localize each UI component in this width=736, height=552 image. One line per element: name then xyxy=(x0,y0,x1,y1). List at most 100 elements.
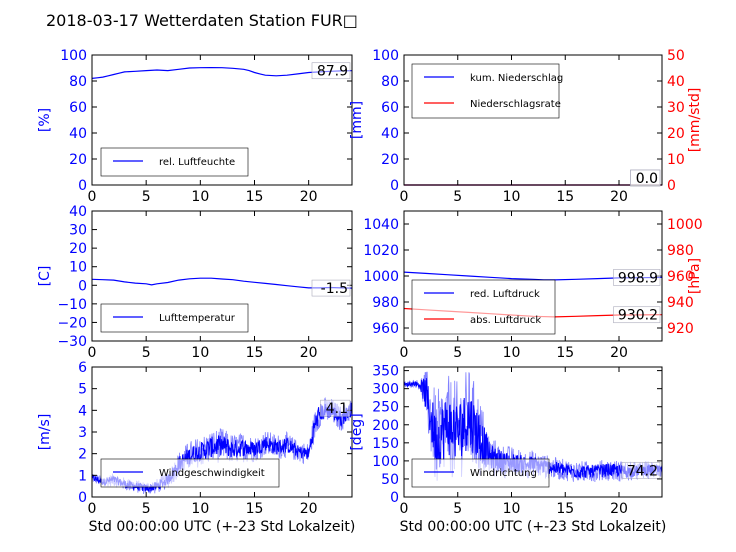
y2-tick-label: 920 xyxy=(667,321,694,337)
x-axis-label: Std 00:00:00 UTC (+-23 Std Lokalzeit) xyxy=(400,519,667,535)
y2-tick-label: 940 xyxy=(667,295,694,311)
x-tick-label: 5 xyxy=(142,501,151,517)
y-tick-label: 30 xyxy=(69,223,87,239)
series-1-line xyxy=(91,277,353,289)
y-tick-label: 0 xyxy=(78,178,87,194)
y2-tick-label: 960 xyxy=(667,269,694,285)
panel-2: 0 5 10 15 20 0 20 40 60 80 100 0 10 20 30 40 50 [mm] [mm/s… xyxy=(349,48,703,205)
x-tick-label: 0 xyxy=(400,501,409,517)
y-axis-label: [deg] xyxy=(349,413,365,450)
value-box-2 xyxy=(630,169,661,187)
plot-frame xyxy=(403,54,663,186)
x-tick-label: 10 xyxy=(503,189,521,205)
legend-box xyxy=(411,63,560,119)
y-tick-label: 40 xyxy=(69,126,87,142)
y-axis-label: [%] xyxy=(37,108,53,132)
y2-tick-label: 30 xyxy=(667,100,685,116)
y-tick-label: 20 xyxy=(381,152,399,168)
x-tick-label: 5 xyxy=(453,501,462,517)
y2-tick-label: 10 xyxy=(667,152,685,168)
y-tick-label: 20 xyxy=(69,241,87,257)
x-tick-label: 20 xyxy=(300,501,318,517)
y-tick-label: 10 xyxy=(69,260,87,276)
legend-box xyxy=(411,458,550,488)
y2-tick-label: 0 xyxy=(667,178,676,194)
x-axis-label: Std 00:00:00 UTC (+-23 Std Lokalzeit) xyxy=(89,519,356,535)
x-tick-label: 15 xyxy=(556,345,574,361)
x-tick-label: 10 xyxy=(191,345,209,361)
legend-label: red. Luftdruck xyxy=(470,289,540,300)
value-box xyxy=(311,62,351,80)
x-tick-label: 5 xyxy=(142,189,151,205)
last-value-label: 4.1 xyxy=(326,401,348,417)
value-box xyxy=(613,269,661,286)
y-axis-label: [m/s] xyxy=(37,414,53,451)
y-tick-label: 960 xyxy=(372,321,399,337)
x-tick-label: 10 xyxy=(503,345,521,361)
x-tick-label: 5 xyxy=(142,345,151,361)
value-box xyxy=(621,461,661,479)
y-tick-label: 80 xyxy=(69,74,87,90)
y-tick-label: 100 xyxy=(60,48,87,64)
series-1-line xyxy=(91,402,353,493)
y-tick-label: 1 xyxy=(78,468,87,484)
x-tick-label: 0 xyxy=(88,189,97,205)
y-tick-label: 80 xyxy=(381,74,399,90)
legend-label: Lufttemperatur xyxy=(159,313,236,324)
x-tick-label: 15 xyxy=(246,345,264,361)
y-tick-label: 60 xyxy=(69,100,87,116)
y2-tick-label: 20 xyxy=(667,126,685,142)
series-1-line xyxy=(403,378,663,479)
y-tick-label: 1040 xyxy=(363,217,399,233)
plot-frame xyxy=(403,366,663,498)
x-tick-label: 10 xyxy=(191,501,209,517)
legend-box xyxy=(100,147,249,177)
last-value-label: -1.5 xyxy=(321,281,348,297)
legend-label: abs. Luftdruck xyxy=(470,315,541,326)
y2-axis-label: [hPa] xyxy=(687,258,703,294)
last-value-label-2: 930.2 xyxy=(618,308,658,324)
x-tick-label: 20 xyxy=(300,345,318,361)
x-tick-label: 0 xyxy=(400,189,409,205)
plot-frame xyxy=(91,210,353,342)
x-tick-label: 5 xyxy=(453,189,462,205)
y-tick-label: 40 xyxy=(381,126,399,142)
y-tick-label: 100 xyxy=(372,48,399,64)
y-axis-label: [C] xyxy=(37,266,53,287)
y-tick-label: 0 xyxy=(78,278,87,294)
x-tick-label: 20 xyxy=(610,345,628,361)
panel-3: 0 5 10 15 20 −30 −20 −10 0 10 20 30 40 [C] Lufttempera… xyxy=(37,204,353,361)
y-tick-label: 40 xyxy=(69,204,87,220)
x-tick-label: 15 xyxy=(246,189,264,205)
value-box-2 xyxy=(613,306,661,324)
y-tick-label: 5 xyxy=(78,382,87,398)
y-tick-label: 0 xyxy=(78,490,87,506)
legend-box xyxy=(411,279,556,335)
legend-label: Niederschlagsrate xyxy=(470,99,561,110)
y-tick-label: 50 xyxy=(381,472,399,488)
y2-axis-label: [mm/std] xyxy=(687,88,703,153)
legend-label: Windgeschwindigkeit xyxy=(159,468,265,479)
legend-label: rel. Luftfeuchte xyxy=(159,157,235,168)
last-value-label: 87.9 xyxy=(317,64,348,80)
x-tick-label: 0 xyxy=(88,345,97,361)
y-tick-label: 20 xyxy=(69,152,87,168)
y-tick-label: −20 xyxy=(57,315,87,331)
y2-tick-label: 50 xyxy=(667,48,685,64)
x-tick-label: 20 xyxy=(610,501,628,517)
y2-tick-label: 980 xyxy=(667,243,694,259)
panel-5: 0 5 10 15 20 0 1 2 3 4 5 6 [m/s] Std 00:00:00 UTC (+-… xyxy=(37,360,355,535)
series-1-noise xyxy=(403,371,663,483)
y-tick-label: 0 xyxy=(390,490,399,506)
plot-frame xyxy=(91,54,353,186)
y-tick-label: 3 xyxy=(78,425,87,441)
value-box xyxy=(320,399,351,417)
y-axis-label: [mm] xyxy=(349,101,365,139)
y-tick-label: 980 xyxy=(372,295,399,311)
panel-1: 0 5 10 15 20 0 20 40 60 80 100 [%] rel. Luftfeuchte 8… xyxy=(37,48,353,205)
legend-label: kum. Niederschlag xyxy=(470,73,563,84)
legend-box xyxy=(100,458,280,488)
